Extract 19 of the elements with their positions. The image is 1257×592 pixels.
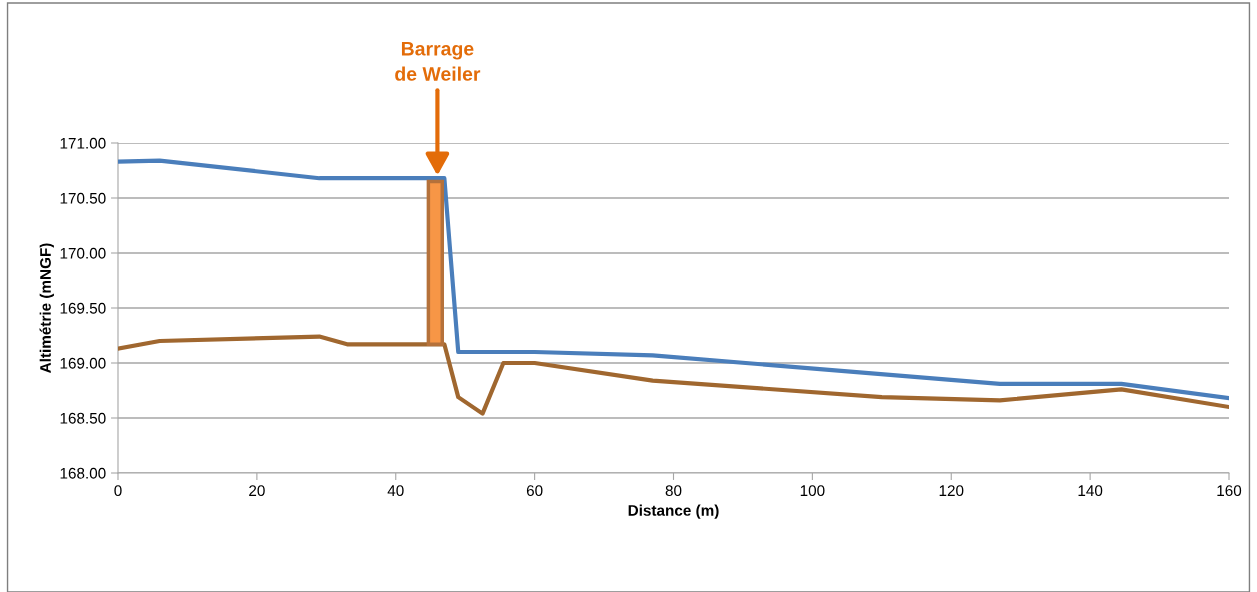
x-tick-label: 20 bbox=[249, 485, 265, 497]
y-tick-label: 170.50 bbox=[60, 192, 106, 204]
x-tick-label: 140 bbox=[1078, 485, 1103, 497]
x-tick-label: 160 bbox=[1217, 485, 1242, 497]
y-tick-label: 169.00 bbox=[60, 357, 106, 369]
y-tick-label: 171.00 bbox=[60, 137, 106, 149]
x-axis-title: Distance (m) bbox=[628, 504, 719, 519]
y-axis-title: Altimétrie (mNGF) bbox=[39, 243, 54, 373]
y-tick-label: 169.50 bbox=[60, 302, 106, 314]
y-tick-label: 168.00 bbox=[60, 467, 106, 479]
x-tick-label: 60 bbox=[526, 485, 543, 497]
x-tick-label: 40 bbox=[387, 485, 404, 497]
y-tick-label: 168.50 bbox=[60, 412, 106, 424]
x-tick-label: 120 bbox=[939, 485, 964, 497]
annotation: Barrage de Weiler bbox=[395, 42, 481, 81]
x-tick-label: 0 bbox=[114, 485, 122, 497]
x-tick-label: 100 bbox=[800, 485, 825, 497]
x-tick-label: 80 bbox=[665, 485, 682, 497]
y-tick-label: 170.00 bbox=[60, 247, 106, 259]
